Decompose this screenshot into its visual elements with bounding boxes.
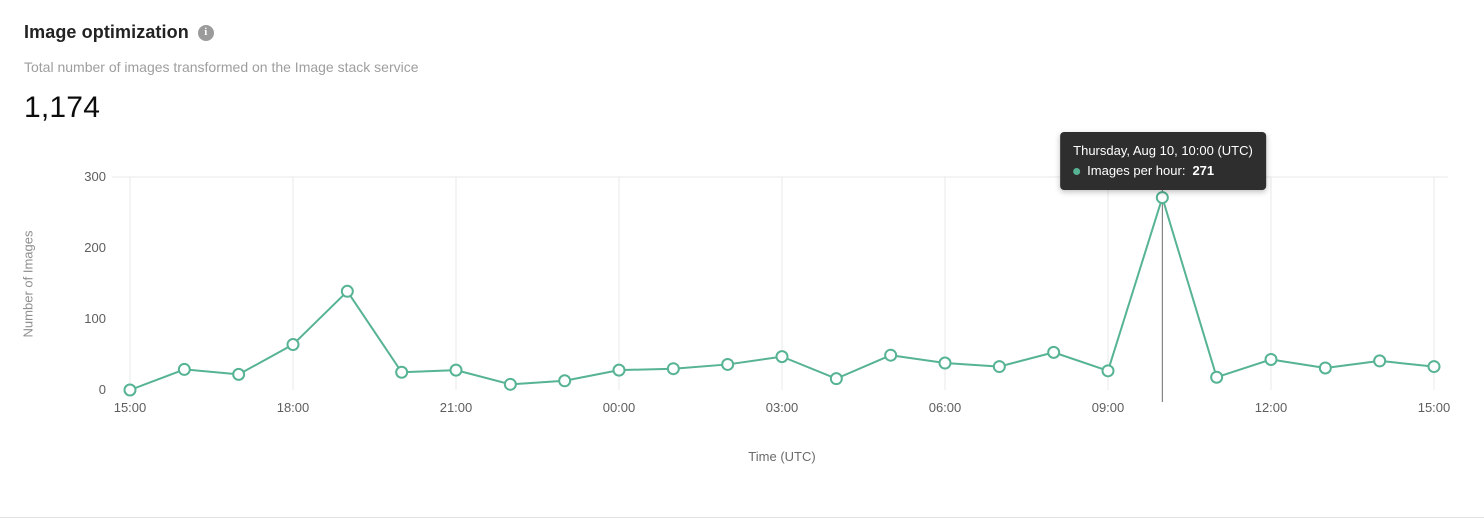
chart-svg[interactable]: 15:00 18:00 21:00 00:00 03:00 06:00 09:00 12:00… — [0, 160, 1484, 420]
data-point[interactable] — [938, 356, 952, 370]
x-tick-label: 06:00 — [929, 400, 962, 415]
chart: 15:00 18:00 21:00 00:00 03:00 06:00 09:00 12:00… — [0, 160, 1484, 420]
data-point[interactable] — [503, 377, 517, 391]
data-point[interactable] — [1318, 361, 1332, 375]
x-tick-label: 03:00 — [766, 400, 799, 415]
tooltip-series-label: Images per hour: — [1087, 163, 1186, 178]
y-tick-label: 100 — [84, 311, 106, 326]
tooltip: Thursday, Aug 10, 10:00 (UTC) Images per… — [1060, 132, 1266, 190]
y-tick-label: 200 — [84, 240, 106, 255]
tooltip-value: 271 — [1192, 163, 1215, 178]
data-point[interactable] — [1264, 352, 1278, 366]
x-tick-label: 00:00 — [603, 400, 636, 415]
data-point[interactable] — [1047, 345, 1061, 359]
x-tick-label: 12:00 — [1255, 400, 1288, 415]
card-subtitle: Total number of images transformed on th… — [24, 59, 419, 75]
tooltip-series-dot — [1073, 167, 1081, 175]
card-header: Image optimization i Total number of ima… — [0, 0, 1484, 125]
total-value: 1,174 — [24, 91, 101, 124]
x-tick-label: 18:00 — [277, 400, 310, 415]
data-point[interactable] — [884, 348, 898, 362]
data-point[interactable] — [123, 383, 137, 397]
data-point[interactable] — [286, 338, 300, 352]
tooltip-title: Thursday, Aug 10, 10:00 (UTC) — [1073, 143, 1253, 158]
data-point[interactable] — [1373, 354, 1387, 368]
data-point[interactable] — [395, 365, 409, 379]
data-point[interactable] — [666, 362, 680, 376]
data-point[interactable] — [829, 372, 843, 386]
data-point[interactable] — [558, 374, 572, 388]
x-tick-label: 15:00 — [1418, 400, 1451, 415]
data-point[interactable] — [449, 363, 463, 377]
x-tick-label: 09:00 — [1092, 400, 1125, 415]
info-icon[interactable]: i — [197, 24, 214, 41]
x-tick-label: 21:00 — [440, 400, 473, 415]
data-point[interactable] — [612, 363, 626, 377]
data-point[interactable] — [232, 367, 246, 381]
data-point[interactable] — [177, 362, 191, 376]
data-point[interactable] — [721, 357, 735, 371]
x-tick-label: 15:00 — [114, 400, 147, 415]
data-point[interactable] — [1427, 360, 1441, 374]
x-axis-title: Time (UTC) — [748, 449, 816, 464]
data-point[interactable] — [775, 350, 789, 364]
data-point[interactable] — [1101, 364, 1115, 378]
data-point[interactable] — [1155, 191, 1169, 205]
data-point[interactable] — [1210, 370, 1224, 384]
y-tick-label: 0 — [99, 382, 106, 397]
page-title: Image optimization — [24, 22, 189, 42]
data-point[interactable] — [992, 360, 1006, 374]
y-tick-label: 300 — [84, 169, 106, 184]
data-point[interactable] — [340, 284, 354, 298]
